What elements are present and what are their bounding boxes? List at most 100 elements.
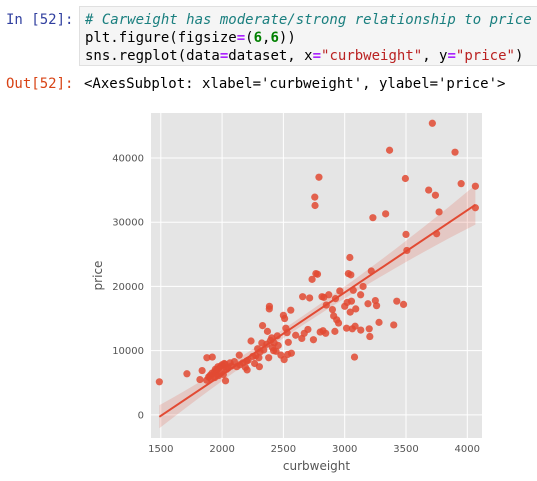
data-point: [435, 208, 443, 216]
y-tick-label: 10000: [112, 346, 144, 357]
data-point: [402, 230, 410, 238]
data-point: [255, 363, 263, 371]
code-operator: =: [236, 30, 246, 46]
code-number: 6: [270, 30, 279, 46]
data-point: [255, 354, 263, 362]
grid: [151, 113, 482, 438]
data-point: [309, 336, 318, 344]
data-point: [393, 297, 401, 305]
code-token: )): [278, 30, 296, 46]
data-point: [235, 351, 243, 359]
data-point: [366, 332, 374, 341]
data-point: [390, 321, 398, 329]
tick-labels: 1500 2000 2500 3000 3500 40000100002000030000…: [112, 153, 480, 455]
x-tick-label: 1500: [148, 444, 173, 455]
regression-line: [158, 204, 476, 418]
data-point: [299, 293, 307, 301]
x-tick-label: 2500: [271, 444, 296, 455]
data-point: [203, 354, 211, 362]
data-point: [196, 375, 204, 384]
data-point: [382, 210, 390, 218]
data-point: [287, 349, 295, 357]
code-token: (: [245, 30, 254, 46]
code-cell[interactable]: # Carweight has moderate/strong relation…: [79, 6, 537, 66]
scatter-points: [155, 119, 479, 386]
data-point: [328, 305, 337, 314]
code-comment: # Carweight has moderate/strong relation…: [85, 12, 532, 28]
code-operator: =: [312, 48, 322, 64]
input-prompt: In [52]:: [6, 12, 74, 28]
data-point: [359, 282, 367, 291]
code-string: "price": [455, 48, 515, 64]
data-point: [364, 300, 372, 308]
data-point: [350, 353, 359, 361]
data-point: [306, 294, 314, 302]
data-point: [346, 308, 354, 316]
x-tick-label: 4000: [455, 444, 480, 455]
data-point: [272, 347, 280, 355]
output-text: <AxesSubplot: xlabel='curbweight', ylabe…: [84, 76, 506, 92]
data-point: [183, 370, 191, 378]
data-point: [243, 366, 251, 374]
code-token: ,: [262, 30, 271, 46]
data-point: [292, 331, 300, 339]
data-point: [311, 193, 319, 201]
x-axis-label: curbweight: [283, 459, 351, 473]
data-point: [431, 191, 440, 199]
code-token: ): [514, 48, 524, 64]
data-point: [336, 287, 344, 295]
data-point: [457, 180, 465, 188]
y-tick-label: 30000: [112, 218, 144, 229]
data-point: [357, 291, 365, 299]
data-point: [208, 353, 216, 361]
data-point: [425, 186, 433, 194]
code-string: "curbweight": [321, 48, 423, 64]
data-point: [287, 306, 295, 314]
data-point: [372, 302, 381, 310]
code-token: dataset, x: [228, 48, 313, 64]
x-tick-label: 3000: [332, 444, 357, 455]
y-axis-label: price: [91, 261, 105, 291]
x-tick-label: 2000: [209, 444, 234, 455]
data-point: [265, 302, 274, 310]
data-point: [304, 325, 312, 334]
data-point: [471, 182, 479, 190]
code-line-comment: # Carweight has moderate/strong relation…: [85, 10, 532, 30]
data-point: [375, 318, 383, 326]
data-point: [265, 354, 273, 362]
code-token: sns.regplot(data: [85, 48, 220, 64]
data-point: [385, 146, 394, 154]
data-point: [315, 173, 323, 181]
code-token: , y: [422, 48, 448, 64]
code-operator: =: [447, 48, 456, 64]
data-point: [325, 291, 333, 299]
code-line-figure: plt.figure(figsize=(6,6)): [85, 28, 296, 48]
data-point: [352, 305, 360, 313]
data-point: [365, 325, 373, 333]
code-line-regplot: sns.regplot(data=dataset, x="curbweight"…: [85, 46, 524, 65]
data-point: [357, 326, 365, 334]
data-point: [281, 314, 289, 323]
data-point: [198, 366, 206, 375]
data-point: [284, 338, 292, 346]
code-number: 6: [253, 30, 263, 46]
data-point: [263, 327, 272, 335]
y-tick-label: 20000: [112, 282, 144, 293]
data-point: [322, 329, 330, 337]
data-point: [351, 322, 359, 330]
code-operator: =: [219, 48, 229, 64]
data-point: [451, 148, 459, 156]
y-tick-label: 40000: [112, 153, 144, 164]
data-point: [334, 319, 343, 327]
data-point: [347, 297, 356, 305]
y-tick-label: 0: [138, 410, 144, 421]
data-point: [280, 356, 288, 364]
data-point: [221, 377, 230, 385]
code-token: plt.figure(figsize: [85, 30, 237, 46]
output-prompt: Out[52]:: [6, 76, 74, 92]
data-point: [347, 271, 355, 279]
data-point: [155, 378, 163, 386]
data-point: [346, 253, 354, 262]
data-point: [401, 174, 409, 183]
data-point: [311, 201, 319, 210]
